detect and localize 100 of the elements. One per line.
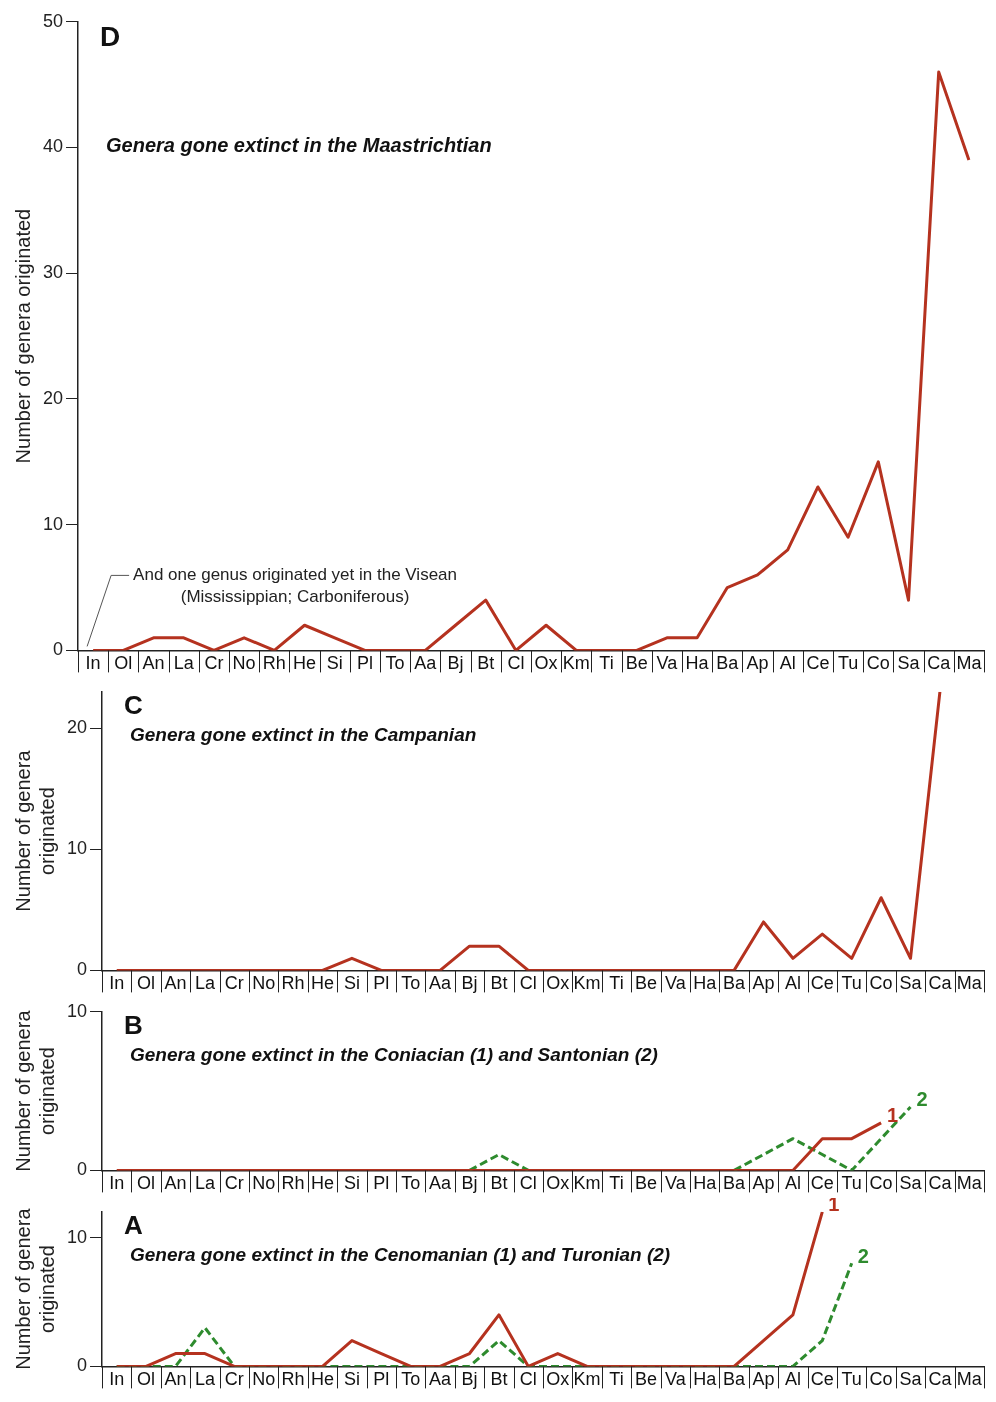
x-tick-label: Km bbox=[562, 653, 590, 674]
x-tick-label: He bbox=[311, 1173, 335, 1194]
x-tick-label: Ap bbox=[752, 973, 775, 994]
y-tick-label: 10 bbox=[66, 1226, 88, 1247]
x-tick-label: Si bbox=[343, 1369, 360, 1390]
x-tick-label: Cl bbox=[519, 973, 537, 994]
x-tick-label: Be bbox=[634, 1369, 657, 1390]
x-tick-label: Km bbox=[573, 973, 601, 994]
y-axis-title: Number of genera originated bbox=[11, 749, 58, 912]
x-tick-label: Va bbox=[664, 973, 687, 994]
x-tick-label: Va bbox=[664, 1369, 687, 1390]
text: Genera gone extinct in the Maastrichtian bbox=[106, 134, 492, 157]
x-tick-label: Aa bbox=[429, 1369, 453, 1390]
x-tick-label: Al bbox=[779, 653, 796, 674]
x-tick-label: Ca bbox=[928, 1369, 953, 1390]
x-tick-label: Bj bbox=[447, 653, 464, 674]
y-tick-label: 20 bbox=[42, 387, 64, 408]
x-tick-label: La bbox=[194, 1369, 216, 1390]
x-tick-label: Ma bbox=[956, 973, 983, 994]
y-tick-label: 0 bbox=[77, 959, 88, 980]
x-tick-label: Ol bbox=[137, 1173, 156, 1194]
x-tick-label: Aa bbox=[429, 1173, 453, 1194]
x-tick-label: La bbox=[194, 1173, 216, 1194]
x-tick-label: Ti bbox=[599, 653, 614, 674]
x-tick-label: Ol bbox=[137, 1369, 156, 1390]
x-tick-label: In bbox=[109, 973, 125, 994]
x-tick-label: Si bbox=[343, 1173, 360, 1194]
x-tick-label: Ap bbox=[752, 1369, 775, 1390]
x-tick-label: Ha bbox=[685, 653, 710, 674]
x-tick-label: Sa bbox=[897, 653, 921, 674]
text: Genera gone extinct in the Campanian bbox=[130, 723, 477, 745]
x-tick-label: Ox bbox=[546, 973, 570, 994]
x-tick-label: Rh bbox=[281, 1369, 305, 1390]
x-tick-label: Va bbox=[664, 1173, 687, 1194]
chart-title: D bbox=[100, 20, 121, 52]
x-tick-label: Ca bbox=[928, 1173, 953, 1194]
x-tick-label: Bj bbox=[461, 1173, 478, 1194]
x-tick-label: Ti bbox=[609, 1173, 624, 1194]
x-tick-label: Tu bbox=[841, 1173, 862, 1194]
x-tick-label: In bbox=[109, 1369, 125, 1390]
x-tick-label: Ca bbox=[927, 653, 952, 674]
x-tick-label: Ox bbox=[546, 1173, 570, 1194]
x-tick-label: No bbox=[252, 1369, 276, 1390]
x-tick-label: Km bbox=[573, 1173, 601, 1194]
x-tick-label: La bbox=[194, 973, 216, 994]
x-tick-label: No bbox=[232, 653, 256, 674]
x-tick-label: Bj bbox=[461, 973, 478, 994]
x-tick-label: Bt bbox=[490, 973, 508, 994]
x-tick-label: La bbox=[173, 653, 195, 674]
y-tick-label: 50 bbox=[42, 10, 64, 31]
x-tick-label: To bbox=[401, 1369, 421, 1390]
x-tick-label: Cl bbox=[519, 1173, 537, 1194]
y-tick-label: 10 bbox=[66, 838, 88, 859]
chart-title: A bbox=[124, 1209, 144, 1240]
x-tick-label: Rh bbox=[262, 653, 286, 674]
x-tick-label: Cl bbox=[507, 653, 525, 674]
x-tick-label: Ha bbox=[693, 1369, 718, 1390]
x-tick-label: Cr bbox=[224, 1369, 244, 1390]
x-tick-label: Tu bbox=[841, 1369, 862, 1390]
x-tick-label: No bbox=[252, 973, 276, 994]
x-tick-label: Pl bbox=[373, 1369, 390, 1390]
x-tick-label: Ba bbox=[723, 973, 747, 994]
x-tick-label: Ce bbox=[810, 1369, 834, 1390]
x-tick-label: Pl bbox=[373, 973, 390, 994]
y-axis-title: Number of genera originated bbox=[11, 208, 34, 464]
x-tick-label: Ha bbox=[693, 1173, 718, 1194]
x-tick-label: Co bbox=[869, 1173, 893, 1194]
x-tick-label: Cr bbox=[204, 653, 224, 674]
series-label: 2 bbox=[857, 1244, 869, 1267]
x-tick-label: Pl bbox=[373, 1173, 390, 1194]
x-tick-label: Sa bbox=[899, 1369, 923, 1390]
x-tick-label: Ce bbox=[806, 653, 830, 674]
text: Genera gone extinct in the Coniacian (1) and Santonian (2) bbox=[130, 1043, 658, 1065]
x-tick-label: Be bbox=[634, 1173, 657, 1194]
x-tick-label: Cr bbox=[224, 973, 244, 994]
x-tick-label: Bt bbox=[490, 1369, 508, 1390]
x-tick-label: Ma bbox=[956, 1369, 983, 1390]
x-tick-label: Ba bbox=[716, 653, 740, 674]
x-tick-label: Si bbox=[343, 973, 360, 994]
x-tick-label: To bbox=[385, 653, 405, 674]
x-tick-label: Al bbox=[784, 1173, 801, 1194]
x-tick-label: Be bbox=[625, 653, 648, 674]
y-tick-label: 20 bbox=[66, 717, 88, 738]
x-tick-label: An bbox=[164, 1173, 187, 1194]
x-tick-label: Ox bbox=[546, 1369, 570, 1390]
x-tick-label: Sa bbox=[899, 1173, 923, 1194]
x-tick-label: Al bbox=[784, 1369, 801, 1390]
x-tick-label: Rh bbox=[281, 1173, 305, 1194]
x-tick-label: An bbox=[164, 973, 187, 994]
x-tick-label: He bbox=[311, 973, 335, 994]
y-tick-label: 30 bbox=[42, 262, 64, 283]
x-tick-label: An bbox=[164, 1369, 187, 1390]
x-tick-label: Cr bbox=[224, 1173, 244, 1194]
x-tick-label: Aa bbox=[414, 653, 438, 674]
chart-title: B bbox=[124, 1009, 143, 1040]
x-tick-label: Be bbox=[634, 973, 657, 994]
x-tick-label: In bbox=[109, 1173, 125, 1194]
x-tick-label: Ti bbox=[609, 973, 624, 994]
x-tick-label: In bbox=[85, 653, 101, 674]
series-label: 1 bbox=[887, 1104, 899, 1127]
